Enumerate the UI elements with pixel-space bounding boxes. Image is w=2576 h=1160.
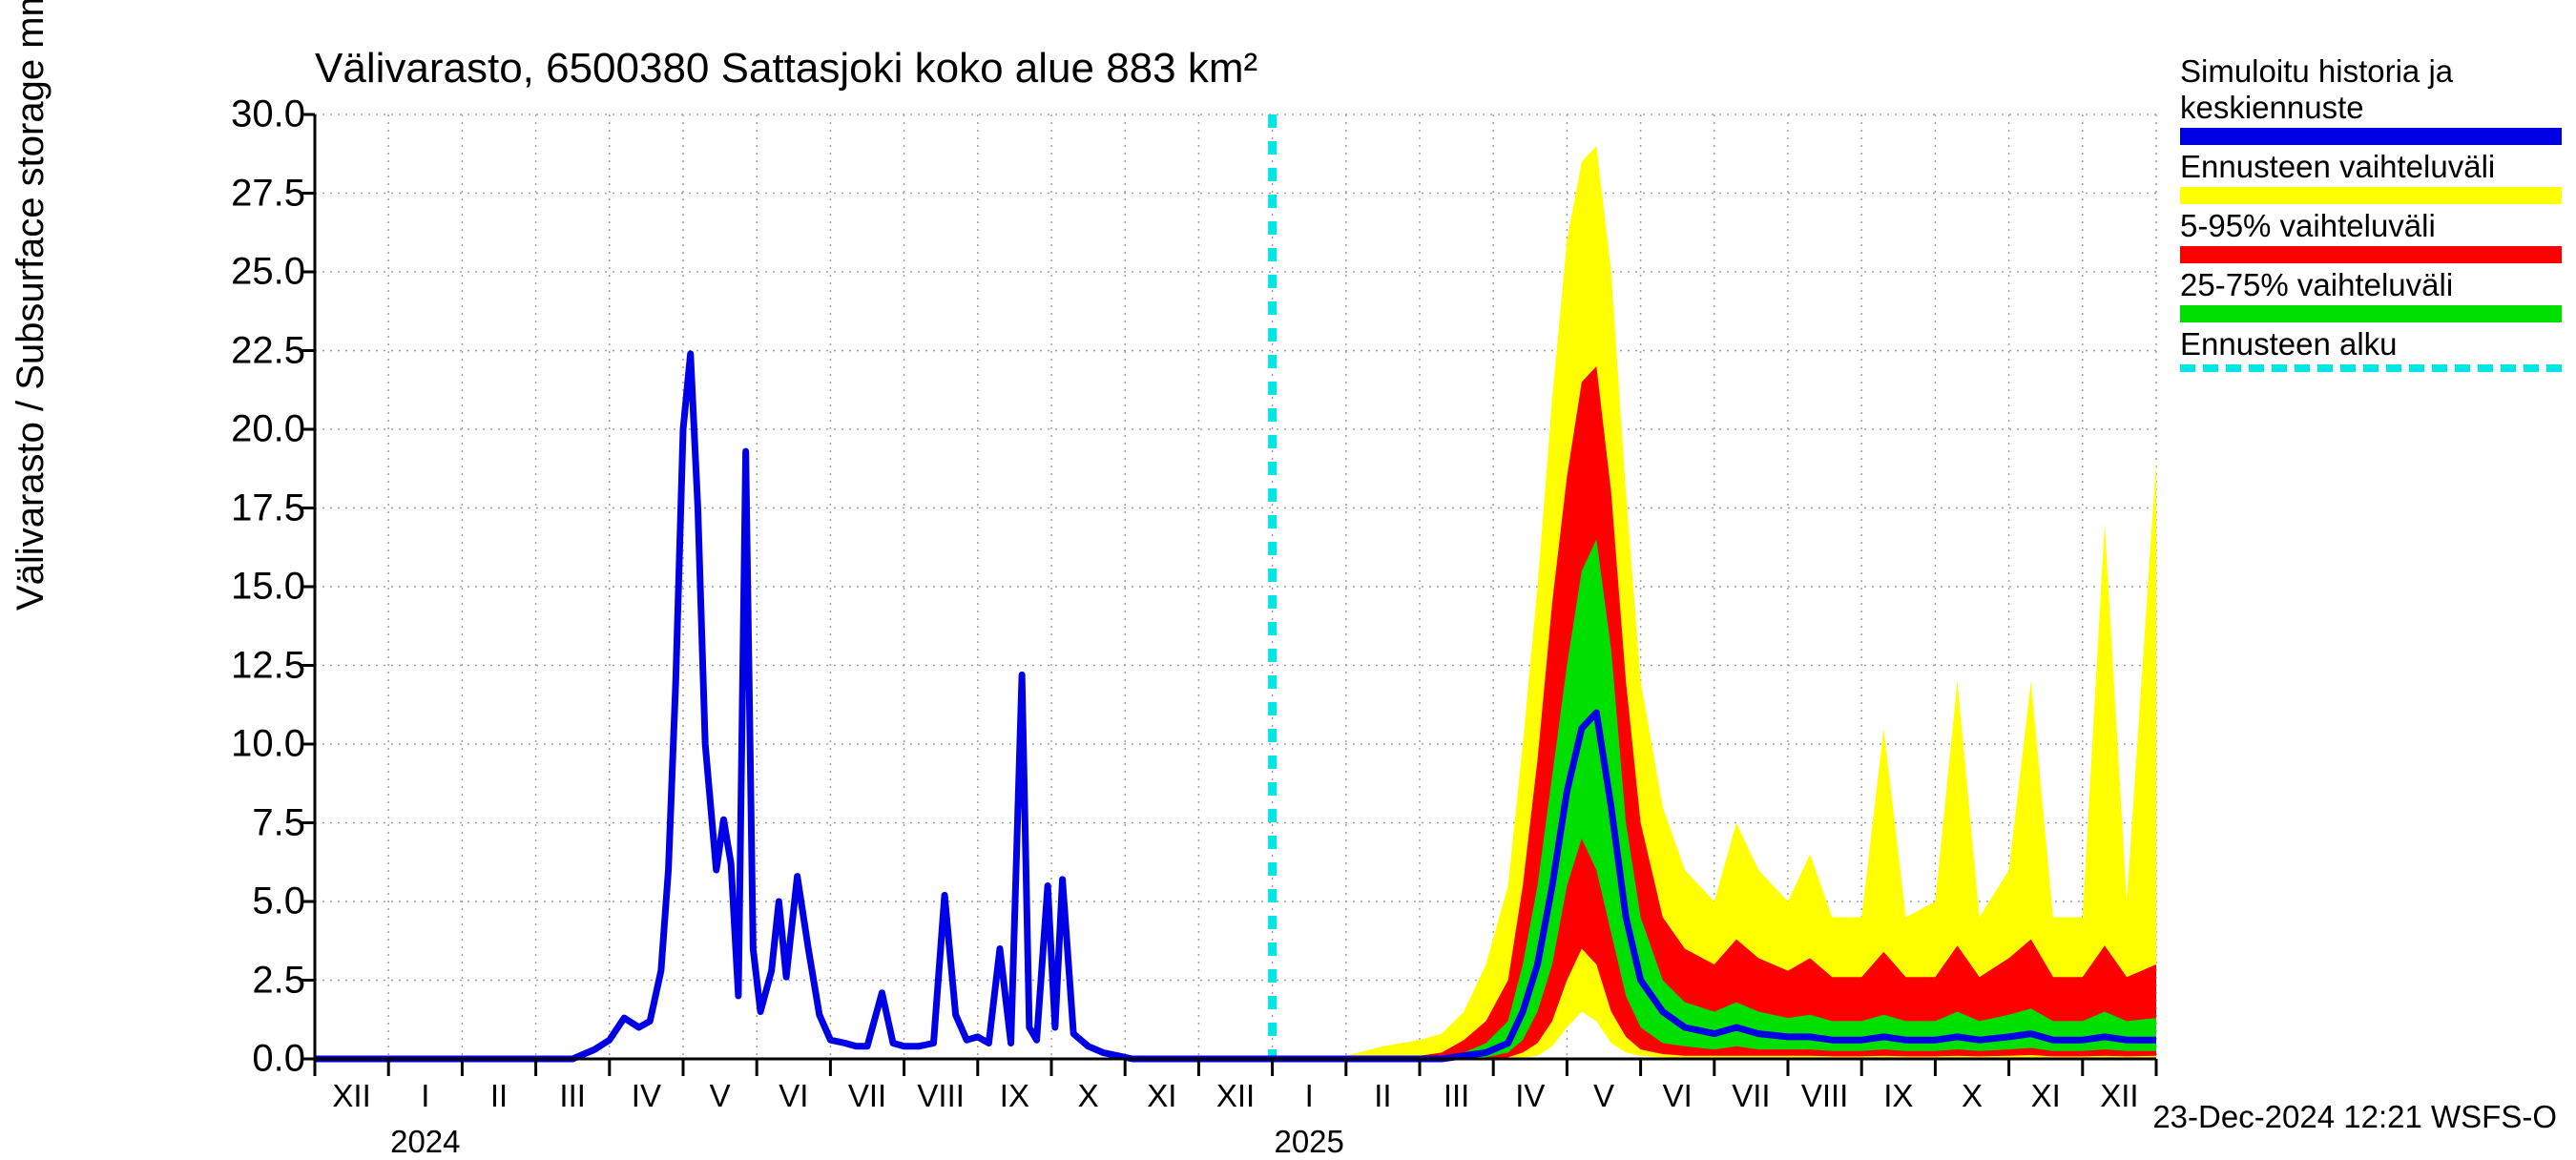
x-tick-label: II — [490, 1078, 508, 1114]
y-tick-label: 10.0 — [231, 723, 305, 766]
legend-swatch — [2180, 246, 2562, 263]
x-tick-label: III — [1444, 1078, 1470, 1114]
x-tick-label: XII — [332, 1078, 370, 1114]
x-tick-label: IV — [632, 1078, 661, 1114]
x-tick-label: V — [1593, 1078, 1614, 1114]
x-tick-label: XII — [1216, 1078, 1255, 1114]
x-tick-label: VIII — [1801, 1078, 1849, 1114]
y-tick-label: 25.0 — [231, 251, 305, 294]
year-label: 2025 — [1274, 1124, 1343, 1160]
x-tick-label: XII — [2100, 1078, 2138, 1114]
y-tick-label: 17.5 — [231, 487, 305, 529]
x-tick-label: VII — [1732, 1078, 1770, 1114]
x-tick-label: III — [559, 1078, 586, 1114]
x-tick-label: VI — [779, 1078, 808, 1114]
timestamp-label: 23-Dec-2024 12:21 WSFS-O — [2152, 1099, 2557, 1135]
y-tick-label: 12.5 — [231, 644, 305, 687]
y-axis-label: Välivarasto / Subsurface storage mm — [10, 0, 52, 611]
legend-swatch — [2180, 187, 2562, 204]
legend-label: 5-95% vaihteluväli — [2180, 208, 2562, 244]
legend-label: Simuloitu historia ja keskiennuste — [2180, 53, 2562, 126]
y-tick-label: 22.5 — [231, 329, 305, 372]
legend-entry: Ennusteen vaihteluväli — [2180, 149, 2562, 204]
x-tick-label: IX — [1000, 1078, 1029, 1114]
legend: Simuloitu historia ja keskiennuste Ennust… — [2180, 53, 2562, 376]
legend-entry: Simuloitu historia ja keskiennuste — [2180, 53, 2562, 145]
legend-entry: 5-95% vaihteluväli — [2180, 208, 2562, 263]
x-tick-label: XI — [2031, 1078, 2061, 1114]
y-tick-label: 2.5 — [252, 959, 305, 1002]
plot-svg — [315, 114, 2156, 1059]
plot-area — [315, 114, 2156, 1059]
y-tick-label: 0.0 — [252, 1038, 305, 1081]
legend-label: Ennusteen vaihteluväli — [2180, 149, 2562, 185]
x-tick-label: X — [1962, 1078, 1983, 1114]
legend-entry: 25-75% vaihteluväli — [2180, 267, 2562, 322]
x-tick-label: I — [421, 1078, 429, 1114]
chart-title: Välivarasto, 6500380 Sattasjoki koko alu… — [315, 45, 1257, 93]
x-tick-label: IX — [1883, 1078, 1913, 1114]
x-tick-label: X — [1078, 1078, 1099, 1114]
x-tick-label: I — [1305, 1078, 1314, 1114]
legend-swatch — [2180, 305, 2562, 322]
legend-swatch — [2180, 364, 2562, 372]
x-tick-label: V — [710, 1078, 731, 1114]
x-tick-label: II — [1374, 1078, 1391, 1114]
y-tick-label: 5.0 — [252, 880, 305, 923]
y-tick-label: 7.5 — [252, 801, 305, 844]
legend-label: Ennusteen alku — [2180, 326, 2562, 362]
legend-entry: Ennusteen alku — [2180, 326, 2562, 372]
figure: Välivarasto, 6500380 Sattasjoki koko alu… — [0, 0, 2576, 1145]
x-tick-label: VIII — [917, 1078, 965, 1114]
x-tick-label: VI — [1663, 1078, 1693, 1114]
x-tick-label: XI — [1147, 1078, 1176, 1114]
y-tick-label: 20.0 — [231, 408, 305, 451]
x-tick-label: VII — [848, 1078, 886, 1114]
y-tick-label: 27.5 — [231, 172, 305, 215]
legend-label: 25-75% vaihteluväli — [2180, 267, 2562, 303]
y-tick-label: 30.0 — [231, 93, 305, 136]
year-label: 2024 — [390, 1124, 460, 1160]
y-tick-label: 15.0 — [231, 566, 305, 609]
x-tick-label: IV — [1515, 1078, 1545, 1114]
legend-swatch — [2180, 128, 2562, 145]
